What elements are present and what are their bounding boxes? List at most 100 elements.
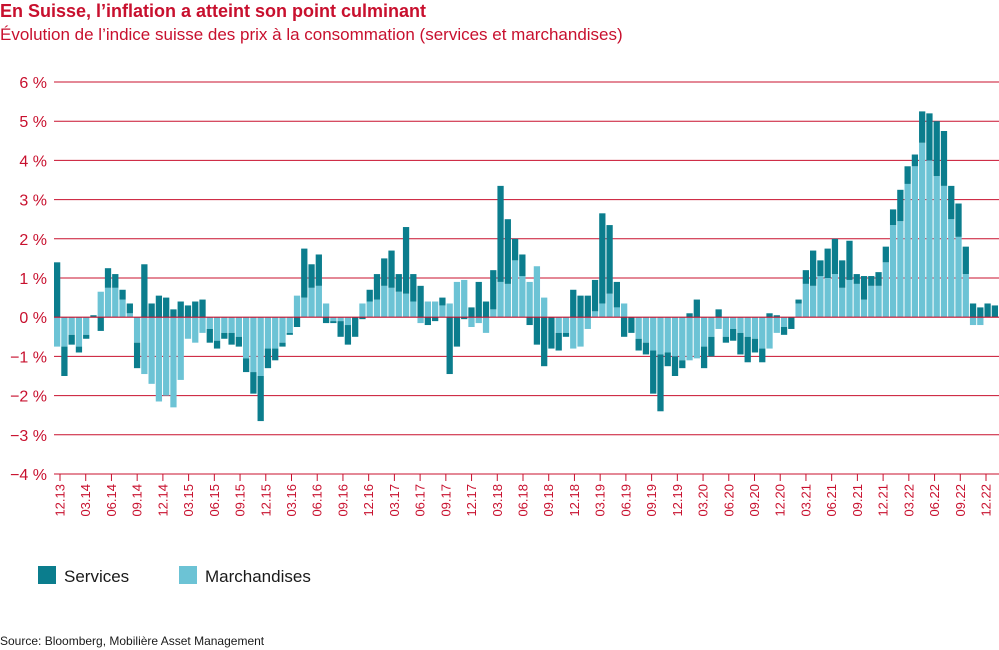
x-tick-label: 06.21 <box>824 484 839 517</box>
bar-marchandises <box>61 317 68 347</box>
bar-services <box>940 131 948 186</box>
bar-services <box>766 313 773 318</box>
bar-marchandises <box>664 317 671 353</box>
bar-services <box>395 274 402 292</box>
bar-services <box>613 281 620 308</box>
bar-services <box>555 332 562 351</box>
bar-services <box>562 332 570 337</box>
bar-services <box>504 219 511 284</box>
bars-layer <box>54 111 998 422</box>
bar-services <box>141 264 148 318</box>
bar-services <box>417 285 424 318</box>
bar-services <box>657 354 664 412</box>
bar-marchandises <box>621 303 628 318</box>
bar-services <box>497 185 504 282</box>
bar-services <box>68 334 75 345</box>
y-tick-label: 0 % <box>19 310 47 327</box>
bar-services <box>388 250 395 288</box>
bar-marchandises <box>562 317 570 333</box>
bar-services <box>839 260 846 288</box>
bar-services <box>330 321 337 324</box>
x-tick-label: 03.15 <box>181 484 196 517</box>
bar-services <box>621 317 628 337</box>
bar-marchandises <box>243 317 250 359</box>
grid-layer <box>54 81 999 475</box>
bar-marchandises <box>359 303 366 318</box>
bar-marchandises <box>810 285 817 318</box>
bar-services <box>824 248 831 278</box>
bar-marchandises <box>773 317 780 333</box>
bar-marchandises <box>68 317 75 335</box>
bar-services <box>373 274 381 300</box>
legend-label-services: Services <box>64 567 130 586</box>
bar-services <box>148 303 155 318</box>
bar-marchandises <box>250 317 257 373</box>
bar-marchandises <box>199 317 206 333</box>
bar-marchandises <box>780 317 788 327</box>
bar-marchandises <box>642 317 650 343</box>
bar-marchandises <box>533 266 541 318</box>
bar-services <box>679 360 686 369</box>
x-tick-label: 03.14 <box>78 484 93 517</box>
bar-marchandises <box>969 317 977 326</box>
bar-services <box>584 295 591 318</box>
bar-services <box>359 317 366 320</box>
bar-marchandises <box>221 317 228 333</box>
bar-services <box>315 254 322 286</box>
bar-marchandises <box>475 317 482 324</box>
bar-marchandises <box>591 311 599 318</box>
bar-services <box>90 315 97 318</box>
bar-services <box>337 321 344 337</box>
bar-marchandises <box>177 317 184 380</box>
bar-services <box>511 238 519 261</box>
bar-services <box>177 301 184 318</box>
bar-marchandises <box>366 301 373 318</box>
bar-services <box>352 317 359 337</box>
bar-services <box>293 317 301 327</box>
bar-services <box>322 317 330 324</box>
bar-services <box>773 315 780 318</box>
bar-marchandises <box>759 317 766 349</box>
bar-marchandises <box>453 281 461 318</box>
bar-services <box>533 317 541 345</box>
bar-services <box>591 279 599 312</box>
bar-marchandises <box>889 225 897 318</box>
bar-marchandises <box>679 317 686 361</box>
bar-marchandises <box>940 185 948 318</box>
bar-services <box>97 317 104 331</box>
bar-marchandises <box>141 317 148 375</box>
legend-swatch-marchandises <box>179 566 197 584</box>
bar-services <box>919 111 926 143</box>
bar-services <box>104 268 112 288</box>
bar-services <box>628 317 635 333</box>
bar-services <box>344 325 352 345</box>
bar-services <box>163 297 170 318</box>
bar-marchandises <box>381 285 388 318</box>
bar-services <box>75 346 83 353</box>
bar-services <box>955 203 962 237</box>
bar-marchandises <box>686 317 693 361</box>
bar-services <box>933 121 940 177</box>
chart-subtitle: Évolution de l’indice suisse des prix à … <box>0 25 623 44</box>
bar-marchandises <box>395 291 402 318</box>
bar-marchandises <box>490 309 497 318</box>
bar-marchandises <box>671 317 679 357</box>
bar-marchandises <box>977 317 984 326</box>
x-tick-label: 03.20 <box>696 484 711 517</box>
bar-services <box>817 260 824 277</box>
bar-marchandises <box>344 317 352 326</box>
bar-services <box>664 352 671 367</box>
bar-services <box>686 313 693 318</box>
bar-marchandises <box>962 274 969 318</box>
y-tick-label: 6 % <box>19 75 47 92</box>
source-note: Source: Bloomberg, Mobilière Asset Manag… <box>0 634 265 648</box>
y-tick-label: 4 % <box>19 153 47 170</box>
bar-marchandises <box>700 317 708 347</box>
bar-services <box>991 305 998 318</box>
bar-services <box>897 189 904 222</box>
x-tick-label: 12.15 <box>258 484 273 517</box>
bar-services <box>490 270 497 310</box>
x-tick-label: 06.15 <box>207 484 222 517</box>
bar-marchandises <box>919 142 926 318</box>
